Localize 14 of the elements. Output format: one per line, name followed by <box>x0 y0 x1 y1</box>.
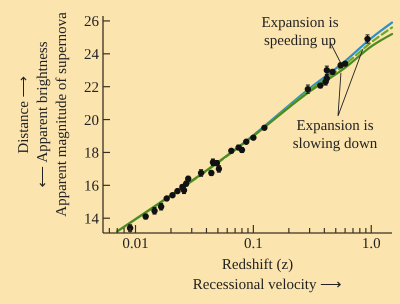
x-axis-title: Redshift (z) Recessional velocity ⟶ <box>192 257 342 293</box>
x-tick-label: 0.01 <box>122 236 149 252</box>
y-tick-label: 26 <box>84 14 100 30</box>
annotation: Expansion is speeding up <box>261 15 339 49</box>
y-tick-label: 16 <box>84 178 100 195</box>
y-tick-label: 18 <box>84 146 99 162</box>
y-tick-label: 24 <box>84 47 100 64</box>
x-tick-label: 0.1 <box>244 236 263 252</box>
y-axis-title: Distance ⟶ ⟵ Apparent brightness Apparent magnitude of supernova <box>16 12 70 217</box>
y-tick-label: 14 <box>84 211 100 228</box>
y-tick-label: 20 <box>84 112 99 129</box>
y-tick-label: 22 <box>84 80 99 96</box>
annotation: Expansion is slowing down <box>292 118 378 152</box>
x-tick-label: 1.0 <box>362 236 381 252</box>
